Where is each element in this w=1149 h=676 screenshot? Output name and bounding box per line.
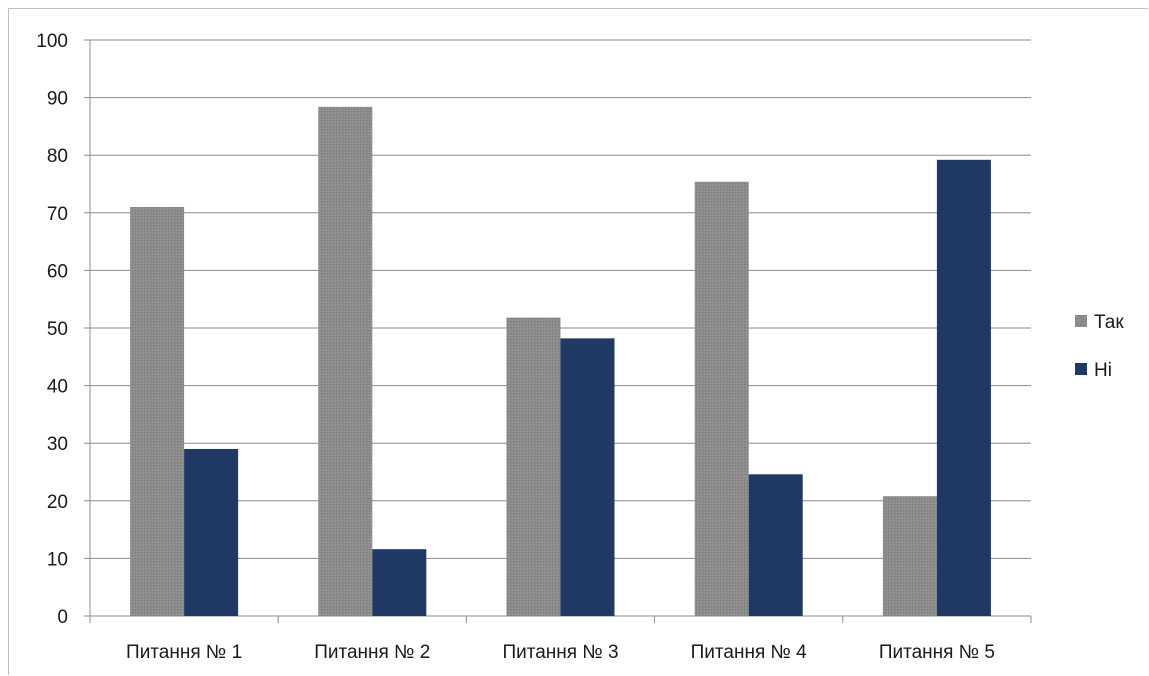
- y-tick-label: 70: [47, 204, 68, 225]
- category-label: Питання № 4: [691, 642, 808, 663]
- bar-ni-3: [560, 338, 615, 616]
- bar-tak-1: [130, 207, 185, 617]
- legend-swatch-ni: [1075, 363, 1087, 375]
- y-tick-label: 0: [57, 607, 68, 628]
- y-tick-label: 50: [47, 319, 68, 340]
- legend-label-ni: Ні: [1094, 360, 1112, 381]
- bars: [130, 106, 991, 617]
- legend: Так Ні: [1075, 312, 1124, 381]
- bar-ni-1: [184, 448, 239, 616]
- bar-ni-4: [748, 474, 803, 616]
- y-tick-label: 100: [36, 31, 68, 52]
- bar-tak-4: [694, 181, 749, 617]
- category-labels: Питання № 1 Питання № 2 Питання № 3 Питання…: [126, 642, 995, 663]
- y-tick-label: 10: [47, 549, 68, 570]
- y-tick-label: 60: [47, 261, 68, 282]
- chart-frame: [8, 8, 1148, 675]
- bar-tak-2: [318, 106, 373, 616]
- legend-swatch-tak: [1075, 315, 1087, 327]
- category-label: Питання № 5: [879, 642, 995, 663]
- category-label: Питання № 3: [502, 642, 618, 663]
- y-tick-label: 30: [47, 434, 68, 455]
- bar-ni-2: [372, 549, 427, 616]
- legend-label-tak: Так: [1094, 312, 1124, 333]
- y-tick-label: 40: [47, 377, 68, 398]
- y-tick-label: 90: [47, 89, 68, 110]
- y-tick-label: 80: [47, 146, 68, 167]
- y-tick-label: 20: [47, 492, 68, 513]
- bar-tak-5: [882, 496, 937, 616]
- bar-ni-5: [936, 159, 991, 617]
- category-label: Питання № 2: [314, 642, 430, 663]
- category-label: Питання № 1: [126, 642, 242, 663]
- bar-tak-3: [506, 317, 561, 616]
- y-tick-labels: 0 10 20 30 40 50 60 70 80 90 100: [36, 31, 68, 628]
